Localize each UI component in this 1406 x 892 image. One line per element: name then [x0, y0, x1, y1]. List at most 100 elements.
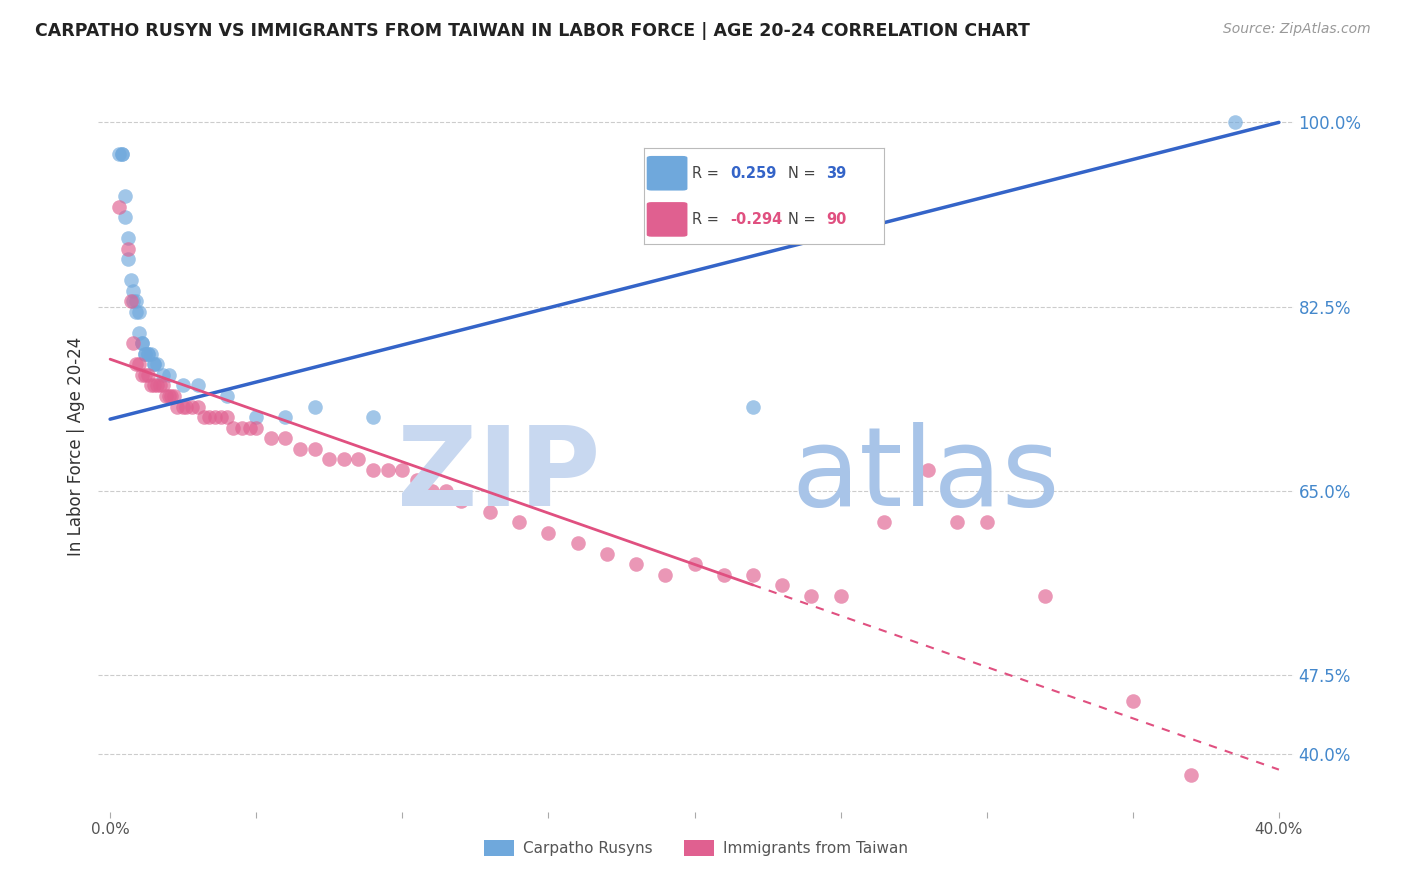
Point	[139, 378, 162, 392]
Point	[318, 452, 340, 467]
Text: atlas: atlas	[792, 422, 1060, 529]
Point	[114, 210, 136, 224]
Point	[108, 200, 131, 214]
Point	[478, 505, 501, 519]
Point	[136, 347, 159, 361]
Point	[187, 400, 209, 414]
Point	[155, 389, 177, 403]
Point	[361, 463, 384, 477]
Point	[209, 410, 232, 425]
Point	[122, 284, 145, 298]
Point	[166, 400, 188, 414]
Point	[163, 389, 186, 403]
Y-axis label: In Labor Force | Age 20-24: In Labor Force | Age 20-24	[66, 336, 84, 556]
Point	[654, 568, 676, 582]
Point	[117, 242, 139, 256]
Point	[434, 483, 457, 498]
Point	[215, 410, 238, 425]
Point	[152, 378, 174, 392]
Point	[274, 410, 297, 425]
Point	[391, 463, 413, 477]
Point	[946, 516, 969, 530]
Point	[152, 368, 174, 382]
Point	[1180, 768, 1202, 782]
Point	[742, 568, 765, 582]
Point	[157, 368, 180, 382]
FancyBboxPatch shape	[647, 156, 688, 191]
Point	[131, 368, 153, 382]
Point	[406, 473, 429, 487]
Point	[125, 305, 148, 319]
Legend: Carpatho Rusyns, Immigrants from Taiwan: Carpatho Rusyns, Immigrants from Taiwan	[478, 834, 914, 863]
Point	[377, 463, 399, 477]
Point	[713, 568, 735, 582]
Point	[770, 578, 793, 592]
Point	[976, 516, 998, 530]
Text: ZIP: ZIP	[396, 422, 600, 529]
Point	[108, 147, 131, 161]
Text: R =: R =	[692, 166, 724, 181]
Text: 0.259: 0.259	[731, 166, 778, 181]
Point	[222, 420, 245, 434]
Point	[1122, 694, 1144, 708]
Point	[508, 516, 530, 530]
Point	[204, 410, 226, 425]
Point	[114, 189, 136, 203]
Point	[134, 368, 156, 382]
Point	[361, 410, 384, 425]
Point	[122, 294, 145, 309]
Text: N =: N =	[789, 166, 820, 181]
FancyBboxPatch shape	[647, 202, 688, 236]
Point	[1033, 589, 1056, 603]
Point	[596, 547, 619, 561]
Point	[347, 452, 370, 467]
Point	[136, 347, 159, 361]
Point	[122, 336, 145, 351]
Point	[128, 305, 150, 319]
Point	[128, 326, 150, 340]
Point	[142, 358, 165, 372]
Point	[134, 347, 156, 361]
Point	[111, 147, 134, 161]
Point	[304, 442, 326, 456]
Point	[198, 410, 221, 425]
Point	[304, 400, 326, 414]
Point	[187, 378, 209, 392]
Point	[537, 525, 560, 540]
Text: R =: R =	[692, 212, 724, 227]
Point	[131, 336, 153, 351]
Point	[125, 294, 148, 309]
Point	[117, 252, 139, 267]
Point	[111, 147, 134, 161]
Text: N =: N =	[789, 212, 820, 227]
Text: 39: 39	[827, 166, 846, 181]
Text: CARPATHO RUSYN VS IMMIGRANTS FROM TAIWAN IN LABOR FORCE | AGE 20-24 CORRELATION : CARPATHO RUSYN VS IMMIGRANTS FROM TAIWAN…	[35, 22, 1031, 40]
Point	[120, 273, 142, 287]
Point	[120, 294, 142, 309]
Point	[181, 400, 204, 414]
Point	[567, 536, 589, 550]
Point	[128, 358, 150, 372]
Point	[742, 400, 765, 414]
Point	[146, 378, 169, 392]
Point	[917, 463, 939, 477]
Point	[193, 410, 215, 425]
Point	[160, 389, 183, 403]
Point	[215, 389, 238, 403]
Point	[1223, 115, 1246, 129]
Point	[873, 516, 896, 530]
Point	[239, 420, 262, 434]
Point	[146, 358, 169, 372]
Point	[288, 442, 311, 456]
Point	[142, 358, 165, 372]
Point	[274, 431, 297, 445]
Point	[683, 558, 706, 572]
Point	[174, 400, 197, 414]
Point	[125, 358, 148, 372]
Point	[172, 378, 194, 392]
Point	[245, 420, 267, 434]
Point	[800, 589, 823, 603]
Point	[139, 347, 162, 361]
Point	[131, 336, 153, 351]
Point	[142, 378, 165, 392]
